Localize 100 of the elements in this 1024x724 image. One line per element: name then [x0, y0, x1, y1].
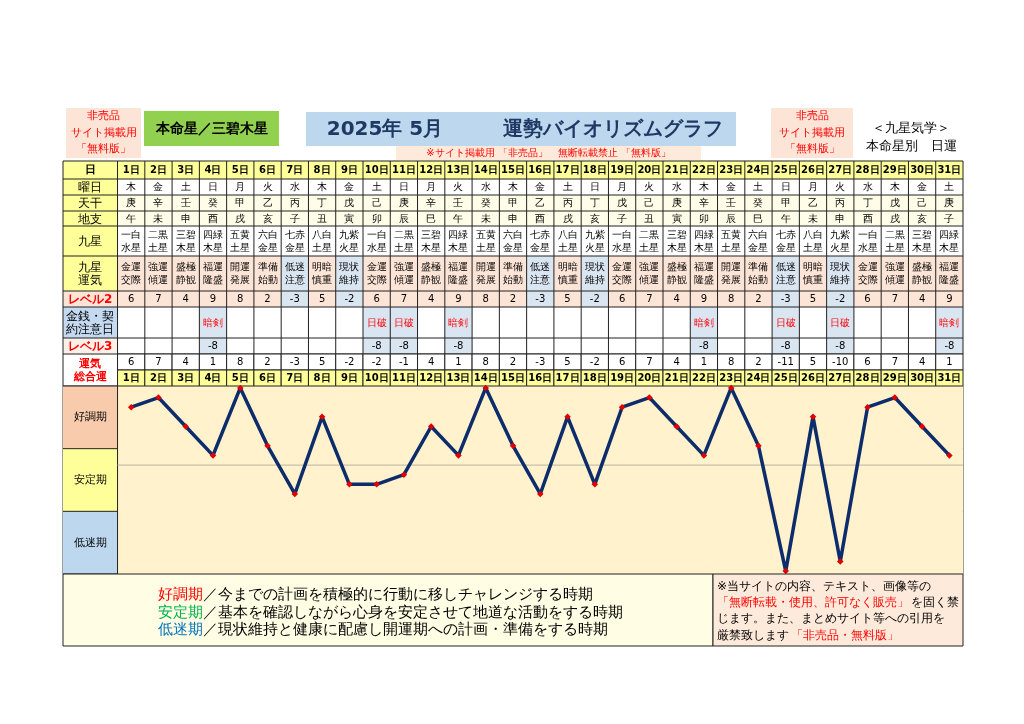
text: 金	[726, 181, 737, 192]
text: 辛	[426, 197, 437, 208]
text: 二黒土星	[884, 228, 905, 253]
x-tick-label: 28日	[855, 164, 880, 175]
y-tick-label: 金銭・契約注意日	[66, 309, 115, 336]
text: ＜九星気学＞	[872, 120, 950, 135]
text: 卯	[698, 212, 709, 224]
text: 4	[673, 293, 680, 304]
text: 六白金星	[748, 228, 769, 253]
text: 4	[427, 293, 435, 304]
text: 壬	[453, 197, 464, 208]
text: 強運傾運	[148, 261, 169, 285]
text: 亥	[589, 212, 600, 224]
x-tick-label: 19日	[610, 372, 635, 383]
text: 金運交際	[121, 261, 142, 285]
x-tick-label: 25日	[773, 372, 798, 383]
text: 八白土星	[803, 228, 823, 253]
x-tick-label: 1日	[122, 372, 140, 383]
text: サイト掲載用	[70, 125, 137, 138]
text: 明暗慎重	[803, 261, 823, 285]
text: ／今までの計画を積極的に行動に移しチャレンジする時期	[203, 585, 593, 603]
data-label: -2	[589, 356, 600, 367]
text: 火	[835, 181, 846, 192]
text: 巳	[753, 212, 764, 224]
x-tick-label: 25日	[773, 164, 798, 175]
x-tick-label: 5日	[231, 372, 249, 383]
text: 酉	[862, 212, 873, 224]
text: 寅	[344, 212, 355, 224]
text: 福運隆盛	[203, 261, 223, 285]
y-tick-label: 天干	[78, 196, 103, 210]
text: -8	[208, 340, 218, 351]
x-tick-label: 20日	[637, 164, 662, 175]
text: 七赤金星	[284, 228, 305, 253]
text: 乙	[535, 197, 546, 208]
text: 己	[371, 197, 382, 208]
text: ／現状維持と健康に配慮し開運期への計画・準備をする時期	[203, 620, 608, 638]
band-label: 安定期	[73, 473, 107, 486]
y-tick-label: 九星運気	[78, 260, 103, 287]
data-label: 2	[509, 356, 517, 367]
text: じます。また、まとめサイト等への引用を	[717, 611, 945, 625]
text: 金	[917, 181, 928, 192]
text: 2	[755, 293, 762, 304]
text: -2	[835, 293, 846, 304]
x-tick-label: 18日	[582, 372, 607, 383]
text: 6	[373, 293, 380, 304]
text: ※当サイトの内容、テキスト、画像等の	[717, 579, 932, 593]
x-tick-label: 23日	[719, 372, 744, 383]
x-tick-label: 11日	[391, 164, 416, 175]
text: 日	[589, 181, 600, 192]
x-tick-label: 21日	[664, 164, 689, 175]
data-label: 1	[946, 356, 953, 367]
text: 日破	[393, 316, 414, 328]
x-tick-label: 23日	[719, 164, 744, 175]
data-label: 7	[646, 356, 653, 367]
x-tick-label: 4日	[204, 164, 222, 175]
text: 水	[862, 181, 873, 192]
text: 午	[126, 212, 137, 224]
text: 8	[482, 293, 489, 304]
text: を固く禁	[911, 595, 959, 609]
x-tick-label: 28日	[855, 372, 880, 383]
text: 火	[644, 181, 655, 192]
text: 強運傾運	[393, 261, 414, 285]
data-label: 4	[182, 356, 189, 367]
text: 金運交際	[857, 261, 878, 285]
text: 「無料版」	[76, 142, 131, 154]
text: ／基本を確認しながら心身を安定させて地道な活動をする時期	[203, 602, 623, 621]
text: 月	[808, 181, 818, 192]
text: 「無断転載・使用、許可なく販売」	[717, 595, 909, 609]
text: 木	[698, 181, 709, 192]
text: 安定期	[158, 602, 203, 621]
text: サイト掲載用	[779, 125, 845, 138]
text: 好調期	[158, 585, 203, 603]
text: -2	[344, 293, 355, 304]
text: 午	[780, 212, 791, 224]
x-tick-label: 3日	[177, 164, 195, 175]
text: 丁	[317, 197, 328, 208]
text: 「非売品・無料版」	[791, 628, 899, 642]
text: 盛極静観	[912, 261, 933, 285]
text: 九紫火星	[584, 228, 605, 253]
text: 土	[944, 181, 955, 192]
data-label: 4	[918, 356, 926, 367]
text: 8	[237, 293, 244, 304]
text: -8	[398, 340, 409, 351]
text: 5	[564, 293, 571, 304]
text: 2	[509, 293, 517, 304]
text: 丁	[589, 197, 600, 208]
data-label: 2	[264, 356, 271, 367]
x-tick-label: 14日	[473, 164, 498, 175]
data-label: 7	[891, 356, 899, 367]
text: 明暗慎重	[312, 261, 333, 285]
text: 2025年 5月 運勢バイオリズムグラフ	[326, 116, 724, 140]
data-label: 4	[427, 356, 435, 367]
text: 現状維持	[339, 261, 360, 285]
x-tick-label: 30日	[910, 164, 935, 175]
text: 己	[644, 197, 655, 208]
text: 二黒土星	[639, 228, 660, 253]
text: 水	[671, 181, 682, 192]
text: 土	[753, 181, 764, 192]
data-label: 7	[155, 356, 162, 367]
data-label: 6	[864, 356, 871, 367]
